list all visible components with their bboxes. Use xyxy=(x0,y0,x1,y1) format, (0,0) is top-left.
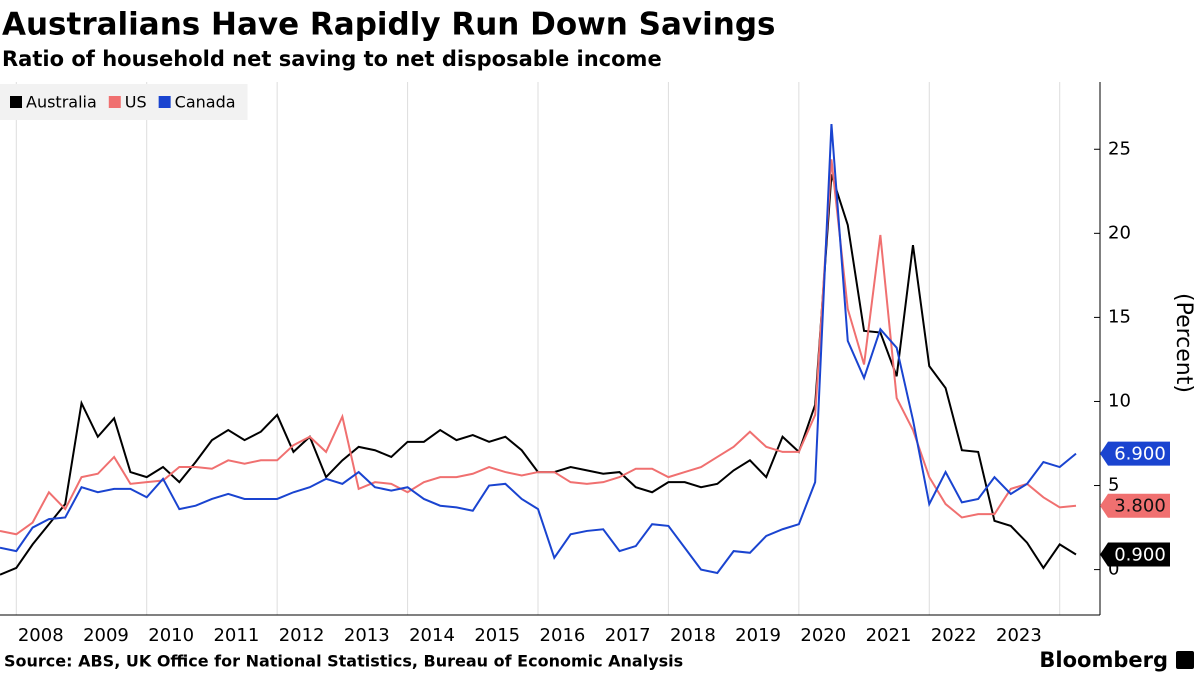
legend-label: Canada xyxy=(175,93,236,112)
legend-swatch xyxy=(158,96,171,108)
y-tick-label: 0 xyxy=(1108,559,1119,580)
x-tick-label: 2015 xyxy=(474,625,520,646)
last-value-tag: 3.800 xyxy=(1100,493,1170,518)
last-value-box xyxy=(1100,542,1170,567)
y-tick-label: 20 xyxy=(1108,222,1131,243)
x-tick-label: 2013 xyxy=(344,625,390,646)
y-tick-label: 5 xyxy=(1108,475,1119,496)
x-tick-label: 2022 xyxy=(931,625,977,646)
chart-title: Australians Have Rapidly Run Down Saving… xyxy=(2,7,775,43)
last-value-box xyxy=(1100,441,1170,466)
x-tick-label: 2017 xyxy=(605,625,651,646)
last-value-label: 6.900 xyxy=(1114,444,1166,465)
x-tick-label: 2021 xyxy=(866,625,912,646)
x-tick-label: 2023 xyxy=(996,625,1042,646)
last-value-tag: 0.900 xyxy=(1100,542,1170,567)
legend-swatch xyxy=(10,96,22,108)
x-tick-label: 2008 xyxy=(18,625,64,646)
x-tick-label: 2018 xyxy=(670,625,716,646)
legend: Australia US Canada xyxy=(0,84,248,120)
last-value-tag: 6.900 xyxy=(1100,441,1170,466)
legend-background xyxy=(0,84,248,120)
last-value-label: 3.800 xyxy=(1114,496,1166,517)
series-line xyxy=(0,123,1077,575)
series-line xyxy=(0,159,1077,536)
legend-label: Australia xyxy=(26,93,97,112)
y-tick-label: 25 xyxy=(1108,138,1131,159)
x-tick-label: 2011 xyxy=(213,625,259,646)
x-tick-label: 2010 xyxy=(148,625,194,646)
x-tick-label: 2019 xyxy=(735,625,781,646)
x-tick-label: 2020 xyxy=(800,625,846,646)
x-tick-label: 2012 xyxy=(279,625,325,646)
logo-icon xyxy=(1176,651,1194,669)
x-tick-label: 2014 xyxy=(409,625,455,646)
y-tick-label: 15 xyxy=(1108,306,1131,327)
credit: Bloomberg xyxy=(1039,648,1168,672)
y-tick-label: 10 xyxy=(1108,390,1131,411)
legend-swatch xyxy=(108,96,121,108)
x-tick-label: 2016 xyxy=(540,625,586,646)
chart-subtitle: Ratio of household net saving to net dis… xyxy=(2,47,662,71)
x-tick-label: 2009 xyxy=(83,625,129,646)
last-value-box xyxy=(1100,493,1170,518)
y-axis-label: (Percent) xyxy=(1171,293,1196,393)
last-value-label: 0.900 xyxy=(1114,544,1166,565)
source: Source: ABS, UK Office for National Stat… xyxy=(4,652,683,671)
legend-label: US xyxy=(125,93,147,112)
